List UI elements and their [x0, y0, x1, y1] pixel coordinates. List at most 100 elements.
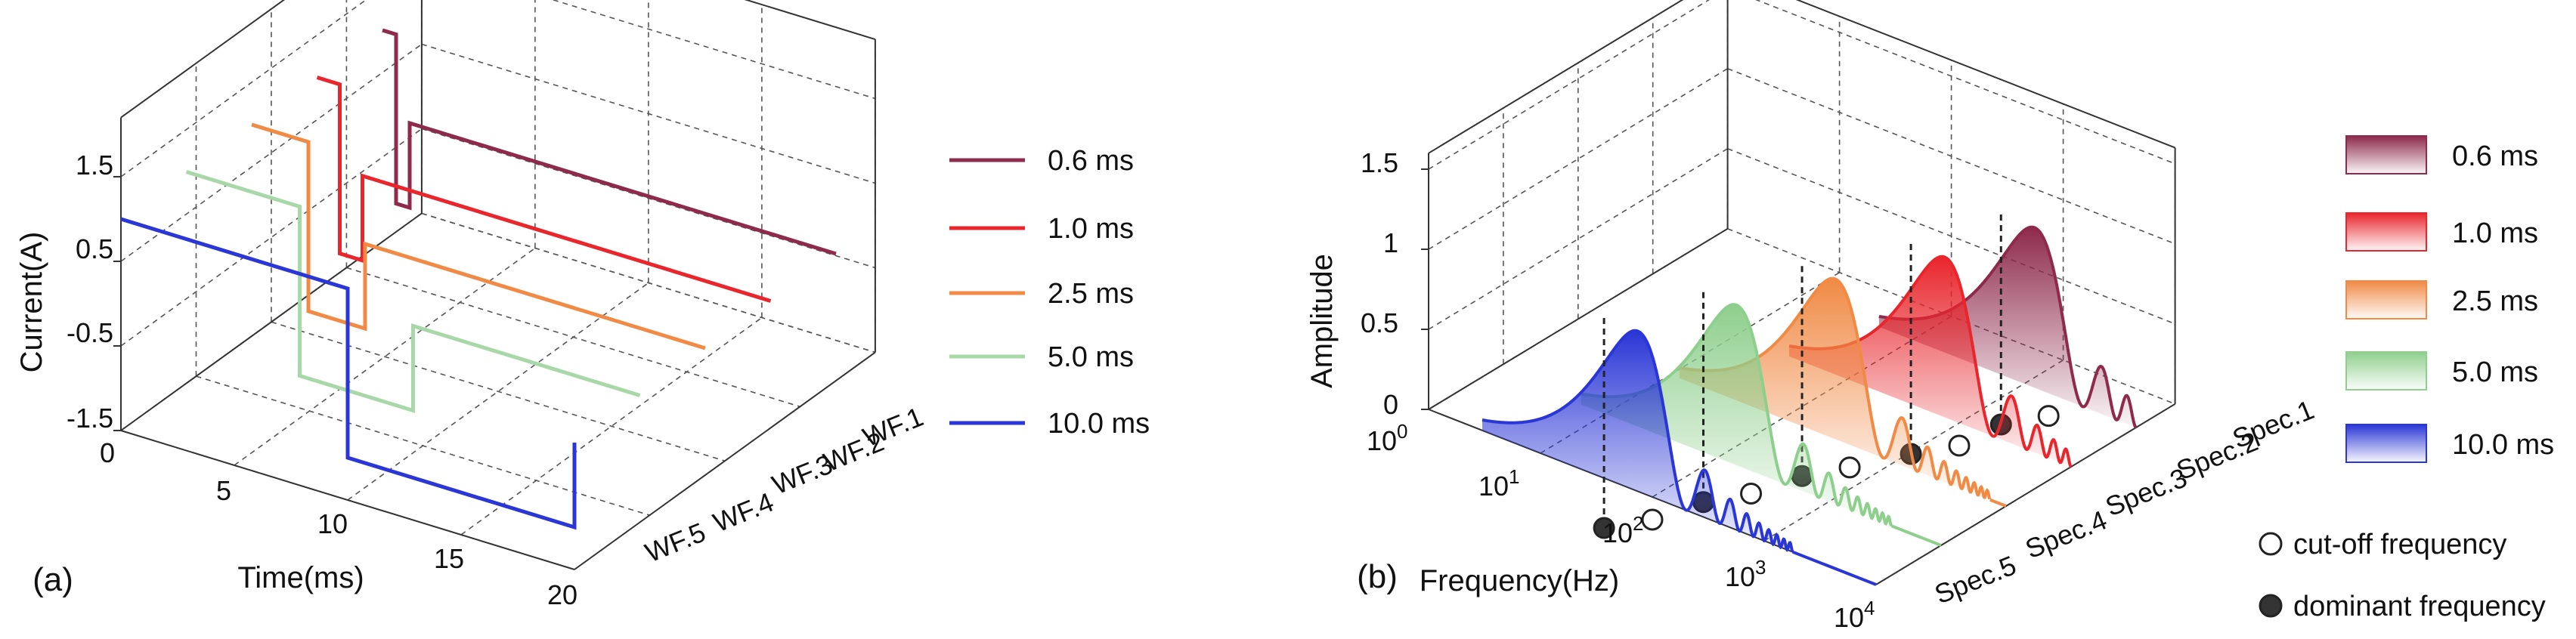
panel-b-grid: [1421, 0, 2176, 585]
b-xtick: 104: [1834, 597, 1875, 633]
b-xtick-exp: 0: [1397, 420, 1407, 443]
panel-a-series: [120, 28, 837, 530]
dominant-marker-legend-icon: [2259, 594, 2283, 618]
legend-swatch-10.0ms: [2345, 424, 2427, 463]
panel-a-y-ticks: 1.5 0.5 -0.5 -1.5: [67, 150, 113, 434]
b-legend-label: 10.0 ms: [2452, 429, 2554, 461]
gridline: [346, 267, 800, 408]
panel-a-waveforms: 1.5 0.5 -0.5 -1.5 Current(A) 0 5 10 15 2…: [15, 0, 1150, 610]
a-xtick: 15: [434, 543, 464, 574]
panel-b-legend: 0.6 ms 1.0 ms 2.5 ms 5.0 ms 10.0 ms cut-…: [2259, 135, 2554, 622]
a-depth-tick: WF.4: [709, 486, 778, 539]
waveform-2.5ms: [251, 122, 706, 350]
cutoff-legend-label: cut-off frequency: [2293, 529, 2506, 560]
b-legend-label: 0.6 ms: [2452, 140, 2538, 172]
spectrum-fill-1.0ms: [1789, 256, 2071, 467]
cutoff-frequency-marker: [1948, 434, 1971, 457]
axis-line: [574, 351, 876, 570]
a-ytick: -1.5: [67, 403, 113, 434]
waveform-5.0ms: [185, 170, 641, 413]
legend-swatch-2.5ms: [2345, 280, 2427, 320]
axis-line: [120, 430, 575, 570]
b-xtick-base: 10: [1367, 425, 1397, 456]
gridline: [234, 247, 536, 466]
b-xtick: 102: [1602, 512, 1644, 548]
a-legend-label: 2.5 ms: [1048, 278, 1134, 310]
gridline: [196, 375, 650, 516]
a-ytick: 0.5: [76, 233, 113, 264]
b-xtick: 103: [1725, 556, 1766, 592]
axis-line: [1428, 0, 1684, 154]
dominant-legend-label: dominant frequency: [2293, 591, 2546, 622]
b-x-axis-title: Frequency(Hz): [1420, 564, 1620, 597]
cutoff-marker-legend-icon: [2259, 532, 2283, 556]
a-xtick: 10: [317, 508, 348, 539]
axis-line: [1428, 227, 1729, 410]
a-ytick: -0.5: [67, 317, 113, 348]
legend-swatch-5.0ms: [2345, 351, 2427, 390]
b-xtick-exp: 3: [1755, 556, 1766, 579]
a-legend-label: 0.6 ms: [1048, 145, 1134, 177]
panel-a-depth-ticks: WF.1 WF.2 WF.3 WF.4 WF.5: [641, 401, 927, 569]
waveform-10.0ms: [120, 217, 577, 530]
gridline: [271, 321, 726, 462]
a-y-axis-title: Current(A): [15, 232, 48, 373]
a-legend-label: 10.0 ms: [1048, 408, 1150, 440]
axis-line: [744, 0, 876, 41]
b-y-axis-title: Amplitude: [1305, 254, 1339, 388]
a-xtick: 20: [547, 579, 577, 610]
a-panel-label: (a): [33, 561, 73, 598]
b-xtick-base: 10: [1478, 471, 1509, 502]
dominant-frequency-marker: [1593, 517, 1615, 539]
gridline: [1428, 0, 1711, 170]
cutoff-frequency-marker: [1740, 482, 1763, 505]
gridline: [421, 212, 876, 353]
axis-line: [120, 0, 286, 119]
waveform-1.0ms: [316, 76, 772, 303]
b-xtick-exp: 4: [1864, 597, 1875, 619]
a-xtick: 5: [216, 475, 231, 506]
b-depth-tick: Spec.3: [2101, 462, 2191, 522]
b-xtick-base: 10: [1602, 517, 1633, 548]
b-legend-label: 5.0 ms: [2452, 357, 2538, 388]
cutoff-frequency-marker: [1838, 456, 1861, 479]
legend-swatch-1.0ms: [2345, 212, 2427, 252]
a-depth-tick: WF.5: [641, 517, 710, 569]
b-legend-label: 1.0 ms: [2452, 218, 2538, 249]
b-ztick: 1.5: [1361, 147, 1398, 178]
axis-line: [120, 212, 423, 431]
b-depth-tick: Spec.5: [1930, 549, 2020, 610]
spectrum-tail: [1792, 550, 1877, 586]
spectrum-fill-2.5ms: [1679, 278, 1990, 500]
a-x-axis-title: Time(ms): [237, 561, 364, 594]
b-ztick: 0: [1383, 389, 1398, 420]
cutoff-frequency-marker: [1641, 508, 1664, 531]
spectrum-fill-5.0ms: [1581, 304, 1892, 526]
b-xtick: 101: [1478, 465, 1520, 502]
gridline: [347, 282, 649, 501]
cutoff-frequency-marker: [2037, 405, 2060, 428]
legend-swatch-0.6ms: [2345, 135, 2427, 174]
b-xtick-exp: 1: [1509, 465, 1519, 488]
b-ztick: 1: [1383, 227, 1398, 258]
b-panel-label: (b): [1357, 558, 1398, 595]
axis-line: [1795, 0, 2175, 149]
a-legend-label: 5.0 ms: [1048, 341, 1134, 373]
panel-a-legend: 0.6 ms 1.0 ms 2.5 ms 5.0 ms 10.0 ms: [949, 145, 1150, 440]
b-depth-tick: Spec.4: [2021, 504, 2111, 564]
a-ytick: 1.5: [76, 150, 113, 181]
b-xtick-base: 10: [1725, 561, 1755, 592]
b-ztick: 0.5: [1361, 307, 1398, 338]
a-legend-label: 1.0 ms: [1048, 213, 1134, 245]
spectrum-line-10.0ms: [1482, 329, 1794, 553]
gridline: [120, 43, 423, 262]
gridline: [551, 0, 876, 100]
b-xtick-exp: 2: [1633, 512, 1643, 535]
panel-a-x-ticks: 0 5 10 15 20: [100, 437, 577, 610]
b-xtick: 100: [1367, 420, 1408, 456]
panel-b-x-ticks: 100 101 102 103 104: [1367, 420, 1875, 633]
a-xtick: 0: [100, 437, 115, 468]
panel-b-z-ticks: 0 0.5 1 1.5: [1361, 147, 1398, 420]
waveform-0.6ms: [382, 28, 837, 256]
